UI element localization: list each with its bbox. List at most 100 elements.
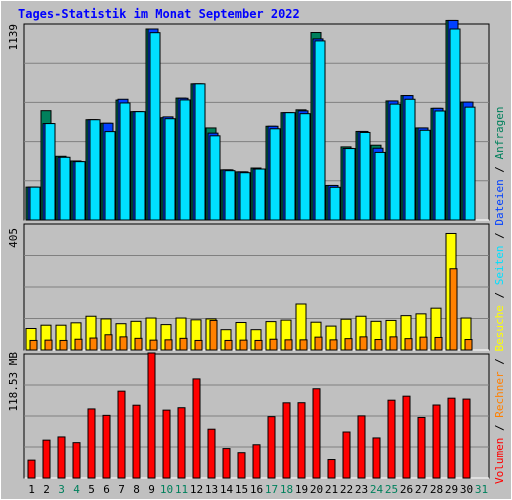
bar-rechner-day-17 xyxy=(269,338,278,351)
bar-rechner-day-16 xyxy=(254,339,263,351)
bar-seiten-day-25 xyxy=(389,103,401,221)
bar-volumen-day-20 xyxy=(312,388,321,479)
bar-volumen-day-24 xyxy=(372,437,381,479)
x-tick-label-day-14: 14 xyxy=(220,483,234,496)
legend-separator: / xyxy=(493,159,506,179)
legend-volumen: Volumen xyxy=(493,438,506,484)
bar-rechner-day-23 xyxy=(359,336,368,351)
bar-seiten-day-13 xyxy=(209,135,221,221)
series-volumen xyxy=(27,352,471,479)
bar-rechner-day-28 xyxy=(434,336,443,351)
bar-rechner-day-26 xyxy=(404,338,413,351)
x-tick-label-day-7: 7 xyxy=(118,483,125,496)
x-tick-label-day-27: 27 xyxy=(415,483,428,496)
x-tick-label-day-1: 1 xyxy=(28,483,35,496)
bar-rechner-day-2 xyxy=(44,339,53,351)
bar-volumen-day-2 xyxy=(42,439,51,479)
bar-seiten-day-24 xyxy=(374,151,386,221)
middle-panel-max-label: 405 xyxy=(7,228,20,248)
bar-rechner-day-12 xyxy=(194,339,203,351)
legend-anfragen: Anfragen xyxy=(493,106,506,159)
bar-rechner-day-29 xyxy=(449,268,458,351)
legend-separator: / xyxy=(493,226,506,246)
legend-besuche: Besuche xyxy=(493,305,506,351)
vertical-legend: Volumen / Rechner / Besuche / Seiten / D… xyxy=(493,106,506,484)
bar-seiten-day-10 xyxy=(164,118,176,221)
x-tick-label-day-19: 19 xyxy=(295,483,308,496)
bar-rechner-day-13 xyxy=(209,319,218,351)
bar-rechner-day-10 xyxy=(164,339,173,351)
x-axis-day-labels: 1 2 3 4 5 6 7 8 9 10 11 12 13 14 15 16 17 18 19 20 21 22 23 24 2… xyxy=(28,483,488,496)
bar-rechner-day-9 xyxy=(149,339,158,351)
bar-volumen-day-12 xyxy=(192,378,201,479)
bar-seiten-day-6 xyxy=(104,131,116,221)
bar-rechner-day-19 xyxy=(299,339,308,351)
bottom-panel xyxy=(23,352,490,479)
bar-seiten-day-19 xyxy=(299,113,311,221)
chart-title: Tages-Statistik im Monat September 2022 xyxy=(18,7,300,21)
bar-seiten-day-28 xyxy=(434,110,446,221)
x-tick-label-day-21: 21 xyxy=(325,483,338,496)
x-tick-label-day-29: 29 xyxy=(445,483,458,496)
bar-volumen-day-25 xyxy=(387,399,396,479)
bar-volumen-day-15 xyxy=(237,452,246,479)
bar-volumen-day-28 xyxy=(432,404,441,479)
bar-volumen-day-19 xyxy=(297,402,306,479)
bar-seiten-day-18 xyxy=(284,112,296,221)
x-tick-label-day-3: 3 xyxy=(58,483,65,496)
top-panel-max-label: 1139 xyxy=(7,24,20,51)
bar-seiten-day-1 xyxy=(29,186,41,221)
bar-volumen-day-23 xyxy=(357,415,366,479)
legend-seiten: Seiten xyxy=(493,246,506,286)
bar-volumen-day-21 xyxy=(327,459,336,479)
x-tick-label-day-15: 15 xyxy=(235,483,248,496)
bar-volumen-day-27 xyxy=(417,416,426,479)
x-tick-label-day-28: 28 xyxy=(430,483,443,496)
x-tick-label-day-16: 16 xyxy=(250,483,263,496)
bar-rechner-day-15 xyxy=(239,339,248,351)
x-tick-label-day-13: 13 xyxy=(205,483,218,496)
bar-seiten-day-27 xyxy=(419,129,431,221)
bar-seiten-day-23 xyxy=(359,131,371,221)
bar-rechner-day-30 xyxy=(464,339,473,351)
bar-volumen-day-17 xyxy=(267,416,276,479)
bar-rechner-day-18 xyxy=(284,339,293,351)
bar-volumen-day-5 xyxy=(87,408,96,479)
bar-rechner-day-8 xyxy=(134,337,143,351)
x-tick-label-day-12: 12 xyxy=(190,483,203,496)
x-tick-label-day-18: 18 xyxy=(280,483,293,496)
x-tick-label-day-2: 2 xyxy=(43,483,50,496)
x-tick-label-day-17: 17 xyxy=(265,483,278,496)
bar-seiten-day-8 xyxy=(134,111,146,221)
bar-volumen-day-30 xyxy=(462,398,471,479)
bar-seiten-day-29 xyxy=(449,28,461,221)
legend-dateien: Dateien xyxy=(493,179,506,225)
bar-volumen-day-3 xyxy=(57,436,66,479)
bar-volumen-day-7 xyxy=(117,390,126,479)
bar-seiten-day-15 xyxy=(239,172,251,221)
bar-volumen-day-22 xyxy=(342,431,351,479)
bottom-panel-max-label: 118.53 MB xyxy=(7,352,20,412)
bar-seiten-day-2 xyxy=(44,123,56,221)
bar-rechner-day-14 xyxy=(224,339,233,351)
bar-seiten-day-5 xyxy=(89,119,101,221)
bar-volumen-day-4 xyxy=(72,442,81,479)
bar-rechner-day-20 xyxy=(314,336,323,351)
series-seiten xyxy=(29,28,476,221)
legend-separator: / xyxy=(493,418,506,438)
bar-rechner-day-4 xyxy=(74,338,83,351)
x-tick-label-day-4: 4 xyxy=(73,483,80,496)
bar-volumen-day-13 xyxy=(207,428,216,479)
legend-separator: / xyxy=(493,352,506,372)
bar-rechner-day-21 xyxy=(329,339,338,351)
bar-rechner-day-22 xyxy=(344,338,353,351)
chart-panels xyxy=(23,19,490,479)
bar-volumen-day-16 xyxy=(252,444,261,479)
bar-rechner-day-5 xyxy=(89,337,98,351)
bar-seiten-day-11 xyxy=(179,99,191,221)
x-tick-label-day-11: 11 xyxy=(175,483,188,496)
bar-volumen-day-26 xyxy=(402,395,411,479)
bar-volumen-day-6 xyxy=(102,414,111,479)
series-rechner xyxy=(29,268,473,351)
